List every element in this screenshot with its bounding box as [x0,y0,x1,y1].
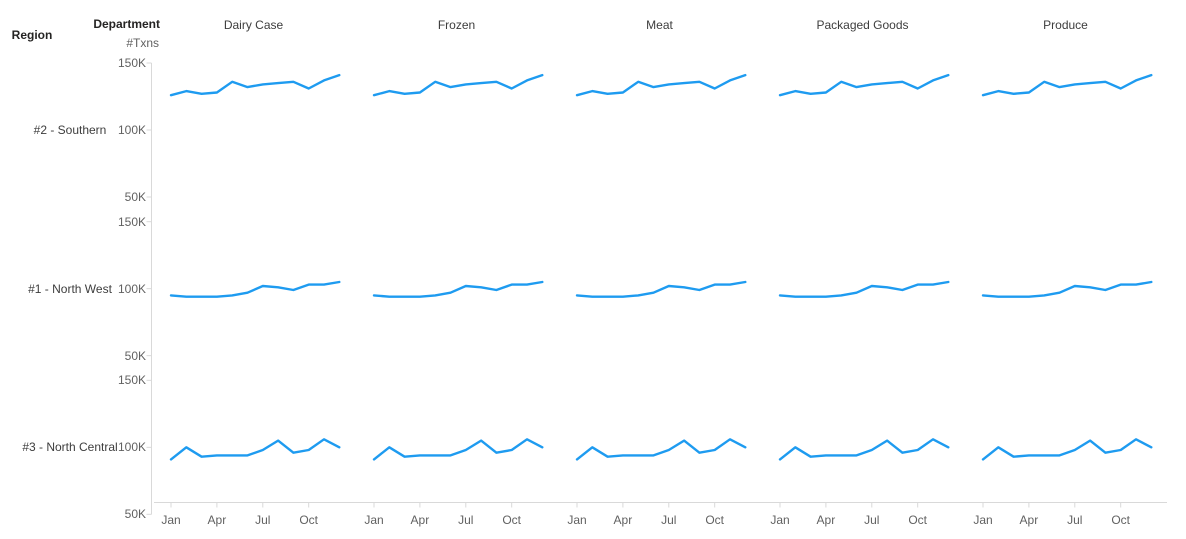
department-header: Department [93,17,160,31]
column-title: Dairy Case [223,18,284,32]
series-line[interactable] [372,280,544,298]
column-title: Produce [1043,18,1088,32]
series-line[interactable] [575,73,747,97]
x-tick-label: Apr [410,513,430,527]
x-tick-label: Apr [207,513,227,527]
value-axis-title: #Txns [126,36,159,50]
y-tick-label: 100K [117,440,146,455]
x-tick-label: Jan [567,513,587,527]
y-tick-label: 50K [124,190,146,204]
series-line[interactable] [778,73,950,97]
y-tick-label: 100K [117,281,146,296]
series-line[interactable] [372,438,544,461]
x-tick-label: Jul [458,513,474,527]
row-label: #2 - Southern [33,123,107,137]
series-line[interactable] [575,280,747,298]
x-tick-label: Jan [770,513,790,527]
x-tick-label: Jul [661,513,677,527]
x-tick-label: Oct [1111,513,1131,527]
series-line[interactable] [169,73,341,97]
y-tick-label: 50K [124,507,146,522]
x-tick-label: Jan [973,513,993,527]
x-tick-label: Jul [1067,513,1083,527]
series-line[interactable] [169,280,341,298]
row-label: #3 - North Central [22,440,118,455]
series-line[interactable] [981,438,1153,461]
series-line[interactable] [575,438,747,461]
series-line[interactable] [981,280,1153,298]
y-tick-label: 150K [117,214,146,229]
x-tick-label: Apr [816,513,836,527]
x-tick-label: Jul [255,513,271,527]
x-tick-label: Oct [908,513,928,527]
x-tick-label: Jan [364,513,384,527]
y-tick-label: 100K [117,123,146,137]
column-title: Packaged Goods [816,18,909,32]
x-tick-label: Oct [705,513,725,527]
series-line[interactable] [372,73,544,97]
region-header: Region [11,28,53,42]
column-title: Frozen [437,18,476,32]
series-line[interactable] [778,438,950,461]
x-tick-label: Apr [1019,513,1039,527]
row-label: #1 - North West [28,281,112,296]
y-tick-label: 150K [117,373,146,388]
y-tick-label: 150K [117,56,146,70]
x-tick-label: Jul [864,513,880,527]
y-tick-label: 50K [124,348,146,363]
series-line[interactable] [778,280,950,298]
x-tick-label: Apr [613,513,633,527]
series-line[interactable] [981,73,1153,97]
x-tick-label: Oct [299,513,319,527]
column-title: Meat [646,18,673,32]
x-tick-label: Jan [161,513,181,527]
x-tick-label: Oct [502,513,522,527]
series-line[interactable] [169,438,341,461]
